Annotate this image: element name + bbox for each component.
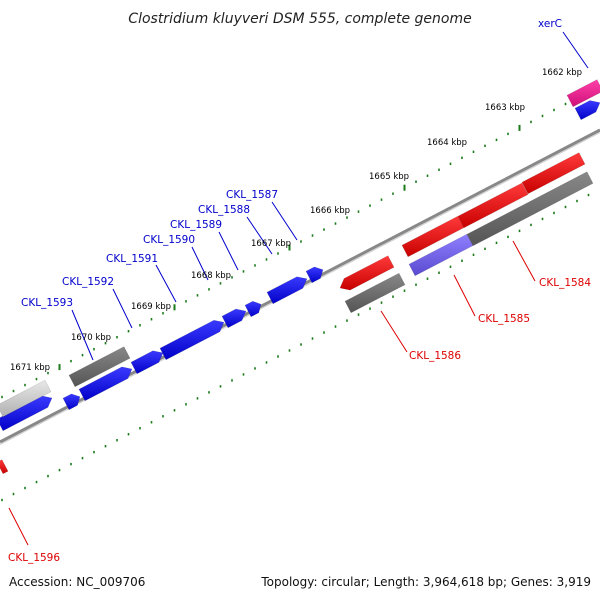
kbp-tick-label: 1664 kbp [427,138,467,148]
gene-label-ckl-1586[interactable]: CKL_1586 [409,350,461,362]
label-connector-line [380,310,408,353]
kbp-tick-label: 1670 kbp [71,333,111,343]
gene-label-ckl-1587[interactable]: CKL_1587 [226,189,278,201]
label-connector-line [71,309,94,361]
gene-label-ckl-1596[interactable]: CKL_1596 [8,552,60,564]
label-connectors [8,31,589,546]
genome-summary-text: Topology: circular; Length: 3,964,618 bp… [260,575,591,589]
label-connector-line [191,246,209,281]
gene-feature [62,393,81,411]
gene-feature [159,319,225,361]
gene-label-ckl-1588[interactable]: CKL_1588 [198,204,250,216]
gene-feature [466,171,594,247]
kbp-tick-label: 1667 kbp [251,239,291,249]
gene-feature [574,100,600,121]
gene-feature [339,255,395,291]
label-connector-line [246,216,273,255]
kbp-tick-label: 1668 kbp [191,271,231,281]
gene-feature [0,379,52,418]
gene-feature [244,300,262,318]
gene-features [0,79,600,475]
coordinate-dot-track [1,90,590,502]
accession-text: Accession: NC_009706 [9,575,145,589]
kbp-tick-label: 1665 kbp [369,172,409,182]
kbp-tick-labels: 1662 kbp 1663 kbp 1664 kbp 1665 kbp 1666… [10,68,582,373]
gene-feature [266,276,308,305]
gene-feature [344,272,406,314]
gene-feature [68,346,131,388]
gene-feature [521,152,586,195]
kbp-tick-label: 1666 kbp [310,206,350,216]
gene-feature [130,350,164,375]
label-connector-line [218,231,239,271]
label-connector-line [562,31,589,69]
gene-label-ckl-1592[interactable]: CKL_1592 [62,276,114,288]
gene-feature [221,308,247,329]
label-connector-line [155,264,177,303]
kbp-tick-label: 1663 kbp [485,103,525,113]
gene-label-ckl-1590[interactable]: CKL_1590 [143,234,195,246]
gene-feature [78,366,133,402]
label-connector-line [453,274,476,317]
kbp-tick-label: 1662 kbp [542,68,582,78]
kbp-tick-label: 1669 kbp [131,302,171,312]
kbp-tick-label: 1671 kbp [10,363,50,373]
label-connector-line [271,201,298,241]
gene-label-xerc[interactable]: xerC [538,18,562,30]
gene-label-ckl-1585[interactable]: CKL_1585 [478,313,530,325]
label-connector-line [512,240,536,282]
gene-feature [566,79,600,108]
gene-label-ckl-1593[interactable]: CKL_1593 [21,297,73,309]
gene-feature [0,459,9,475]
gene-label-ckl-1589[interactable]: CKL_1589 [170,219,222,231]
gene-feature [457,182,529,229]
gene-label-ckl-1591[interactable]: CKL_1591 [106,253,158,265]
gene-feature [305,266,324,284]
map-title: Clostridium kluyveri DSM 555, complete g… [128,11,471,27]
gene-labels: xerC CKL_1587 CKL_1588 CKL_1589 CKL_1590… [8,18,591,564]
label-connector-line [8,507,29,546]
label-connector-line [112,288,133,329]
gene-label-ckl-1584[interactable]: CKL_1584 [539,277,591,289]
